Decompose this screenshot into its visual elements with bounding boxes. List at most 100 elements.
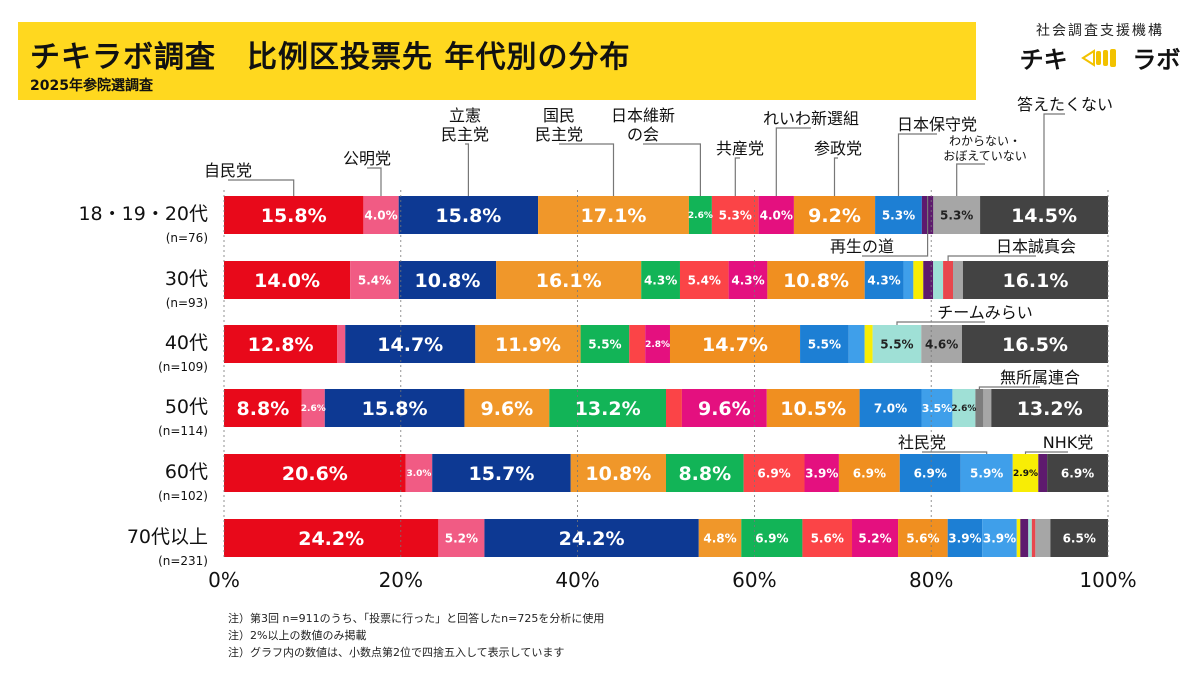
callout-leader-line	[643, 143, 702, 196]
bar-segment	[475, 325, 581, 363]
data-label: 13.2%	[575, 398, 641, 420]
x-tick-label: 20%	[379, 568, 423, 592]
data-label: 6.9%	[1061, 466, 1094, 480]
data-label: 16.1%	[536, 270, 602, 292]
bar-segment	[1028, 519, 1032, 557]
bar-segment	[838, 454, 900, 492]
bar-segment	[538, 196, 689, 234]
bar-segment	[872, 325, 922, 363]
bar-segment	[1020, 519, 1029, 557]
bar-segment	[1016, 519, 1021, 557]
data-label: 13.2%	[1017, 398, 1083, 420]
bar-segment	[921, 325, 962, 363]
bar-segment	[224, 325, 338, 363]
bar-segment	[1047, 454, 1108, 492]
bar-segment	[405, 454, 433, 492]
callout-label: 公明党	[343, 149, 391, 168]
bar-segment	[496, 261, 642, 299]
bar-segment	[793, 196, 876, 234]
data-label: 14.5%	[1011, 205, 1077, 227]
callout-label: 国民	[543, 106, 575, 125]
callout-label: れいわ新選組	[763, 109, 859, 128]
bar-segment	[766, 389, 860, 427]
callout-label: 無所属連合	[1000, 368, 1080, 387]
bar-segment	[980, 196, 1108, 234]
row-sample-size: (n=102)	[158, 489, 208, 503]
callout-label: 民主党	[441, 125, 489, 144]
data-label: 9.2%	[808, 205, 861, 227]
x-tick-label: 80%	[909, 568, 953, 592]
data-label: 3.9%	[983, 531, 1016, 545]
bar-segment	[933, 196, 981, 234]
data-label: 3.9%	[805, 466, 838, 480]
bar-segment	[1035, 519, 1051, 557]
callout-label: わからない・	[949, 134, 1021, 148]
data-label: 4.8%	[703, 531, 736, 545]
row-sample-size: (n=231)	[158, 554, 208, 568]
data-label: 15.8%	[435, 205, 501, 227]
x-tick-label: 40%	[555, 568, 599, 592]
bar-segment	[864, 261, 904, 299]
data-label: 2.6%	[951, 404, 976, 414]
callout-leader-line	[978, 386, 1040, 389]
callout-label: おぼえていない	[943, 149, 1026, 163]
callout-label: 社民党	[898, 433, 946, 452]
bar-segment	[758, 196, 794, 234]
data-label: 24.2%	[559, 528, 625, 550]
footnote: 注）2%以上の数値のみ掲載	[228, 629, 367, 642]
data-label: 14.0%	[254, 270, 320, 292]
callout-label: 再生の道	[830, 237, 894, 256]
bar-segment	[743, 454, 805, 492]
callout-leader-line	[922, 451, 988, 454]
data-label: 2.6%	[688, 211, 713, 221]
bar-segment	[852, 519, 899, 557]
bar-segment	[741, 519, 803, 557]
bar-segment	[898, 519, 948, 557]
data-label: 10.8%	[783, 270, 849, 292]
data-label: 5.3%	[940, 208, 973, 222]
bar-segment	[398, 196, 539, 234]
bar-segment	[570, 454, 666, 492]
callout-label: 日本保守党	[897, 115, 977, 134]
bar-segment	[679, 261, 729, 299]
bar-segment	[688, 196, 712, 234]
page-title: チキラボ調査 比例区投票先 年代別の分布	[30, 40, 631, 75]
page-subtitle: 2025年参院選調査	[30, 78, 153, 94]
row-sample-size: (n=114)	[158, 424, 208, 438]
callout-leader-line	[367, 167, 382, 196]
bar-segment	[1050, 519, 1108, 557]
data-label: 5.5%	[808, 337, 841, 351]
footnotes: 注）第3回 n=911のうち、「投票に行った」と回答したn=725を分析に使用 …	[228, 610, 604, 661]
bar-segment	[669, 325, 801, 363]
callout-leader-line	[896, 321, 985, 325]
data-label: 6.9%	[853, 466, 886, 480]
row-sample-size: (n=76)	[166, 231, 208, 245]
data-label: 10.5%	[780, 398, 846, 420]
bar-segment	[224, 519, 439, 557]
row-label: 40代	[165, 332, 208, 354]
bar-segment	[947, 519, 983, 557]
row-sample-size: (n=109)	[158, 360, 208, 374]
organization-name: 社会調査支援機構	[1036, 23, 1164, 39]
data-label: 4.0%	[364, 208, 397, 222]
data-label: 6.9%	[755, 531, 788, 545]
data-label: 9.6%	[698, 398, 751, 420]
row-label: 70代以上	[127, 526, 208, 548]
bar-segment	[960, 454, 1013, 492]
logo: チキ ラボ	[1015, 40, 1185, 74]
callout-label: チームみらい	[937, 303, 1033, 322]
bar-segment	[983, 389, 992, 427]
callout-leader-line	[833, 157, 838, 196]
data-label: 11.9%	[495, 334, 561, 356]
callout-leader-line	[897, 133, 937, 196]
data-label: 5.3%	[882, 208, 915, 222]
data-label: 4.3%	[644, 273, 677, 287]
bar-segment	[666, 389, 682, 427]
bar-segment	[991, 389, 1108, 427]
bar-segment	[804, 454, 839, 492]
bar-segment	[224, 454, 406, 492]
data-label: 10.8%	[585, 463, 651, 485]
logo-text-right: ラボ	[1132, 46, 1181, 74]
bar-segment	[345, 325, 476, 363]
